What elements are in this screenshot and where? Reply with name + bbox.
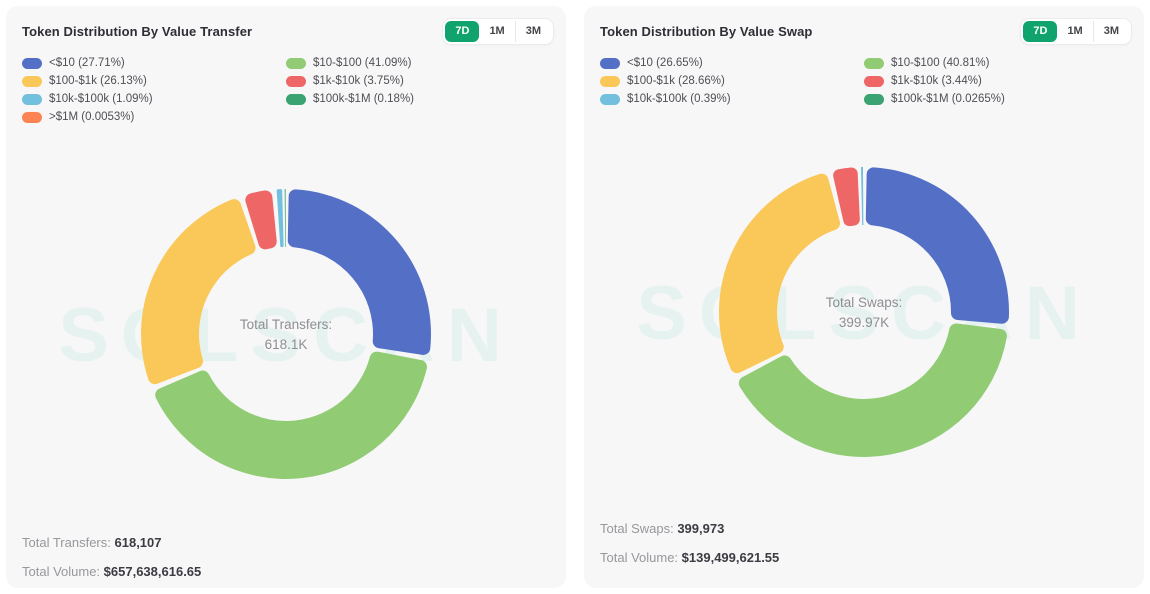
transfer-distribution-card: SOLSCAN Token Distribution By Value Tran… bbox=[6, 6, 566, 588]
legend-swatch-icon bbox=[286, 76, 306, 87]
legend-label: <$10 (27.71%) bbox=[49, 57, 125, 69]
legend-swatch-icon bbox=[600, 58, 620, 69]
legend-swatch-icon bbox=[22, 112, 42, 123]
legend-item[interactable]: $1k-$10k (3.44%) bbox=[864, 75, 1128, 88]
donut-slice[interactable] bbox=[860, 167, 864, 226]
range-1m-button[interactable]: 1M bbox=[479, 21, 514, 42]
chart-legend: <$10 (27.71%) $10-$100 (41.09%) $100-$1k (… bbox=[22, 57, 550, 124]
stat-value: $139,499,621.55 bbox=[681, 550, 780, 565]
card-stats: Total Swaps: 399,973 Total Volume: $139,… bbox=[600, 514, 779, 572]
legend-label: $100-$1k (28.66%) bbox=[627, 75, 725, 87]
donut-chart bbox=[141, 189, 431, 479]
legend-label: $100k-$1M (0.18%) bbox=[313, 93, 414, 105]
legend-swatch-icon bbox=[22, 76, 42, 87]
stat-label: Total Volume: bbox=[600, 550, 679, 565]
stat-label: Total Transfers: bbox=[22, 535, 111, 550]
legend-swatch-icon bbox=[864, 58, 884, 69]
range-1m-button[interactable]: 1M bbox=[1057, 21, 1092, 42]
card-header: Token Distribution By Value Swap 7D 1M 3… bbox=[584, 6, 1144, 45]
donut-slice[interactable] bbox=[865, 167, 1009, 324]
stat-row: Total Volume: $139,499,621.55 bbox=[600, 543, 779, 572]
donut-slice[interactable] bbox=[719, 173, 841, 374]
legend-item[interactable]: $100k-$1M (0.18%) bbox=[286, 93, 550, 106]
stat-value: 618,107 bbox=[114, 535, 162, 550]
legend-label: $10-$100 (40.81%) bbox=[891, 57, 990, 69]
card-stats: Total Transfers: 618,107 Total Volume: $… bbox=[22, 528, 201, 586]
legend-label: $1k-$10k (3.44%) bbox=[891, 75, 982, 87]
legend-swatch-icon bbox=[286, 58, 306, 69]
legend-item[interactable]: $100k-$1M (0.0265%) bbox=[864, 93, 1128, 106]
legend-item[interactable]: <$10 (26.65%) bbox=[600, 57, 864, 70]
page-title: Token Distribution By Value Transfer bbox=[22, 24, 253, 39]
donut-slice[interactable] bbox=[276, 189, 284, 248]
legend-item[interactable]: $1k-$10k (3.75%) bbox=[286, 75, 550, 88]
donut-center-label: Total Transfers: 618.1K bbox=[176, 315, 396, 354]
legend-item[interactable]: $10k-$100k (0.39%) bbox=[600, 93, 864, 106]
center-label-text: Total Transfers: bbox=[239, 317, 333, 332]
legend-item[interactable]: <$10 (27.71%) bbox=[22, 57, 286, 70]
donut-slice[interactable] bbox=[284, 189, 286, 247]
legend-label: $100k-$1M (0.0265%) bbox=[891, 93, 1005, 105]
card-header: Token Distribution By Value Transfer 7D … bbox=[6, 6, 566, 45]
legend-item[interactable]: $10-$100 (40.81%) bbox=[864, 57, 1128, 70]
donut-center-label: Total Swaps: 399.97K bbox=[754, 293, 974, 332]
donut-slice[interactable] bbox=[287, 189, 431, 355]
donut-slice[interactable] bbox=[141, 199, 256, 385]
page-title: Token Distribution By Value Swap bbox=[600, 24, 813, 39]
time-range-toggle: 7D 1M 3M bbox=[1020, 18, 1132, 45]
legend-item[interactable]: $10-$100 (41.09%) bbox=[286, 57, 550, 70]
legend-label: $10k-$100k (1.09%) bbox=[49, 93, 153, 105]
chart-legend: <$10 (26.65%) $10-$100 (40.81%) $100-$1k (… bbox=[600, 57, 1128, 106]
donut-slice[interactable] bbox=[245, 190, 277, 250]
range-3m-button[interactable]: 3M bbox=[1092, 21, 1129, 42]
stat-label: Total Swaps: bbox=[600, 521, 674, 536]
center-label-text: Total Swaps: bbox=[825, 295, 903, 310]
legend-label: $100-$1k (26.13%) bbox=[49, 75, 147, 87]
stat-label: Total Volume: bbox=[22, 564, 101, 579]
legend-swatch-icon bbox=[600, 76, 620, 87]
legend-swatch-icon bbox=[22, 58, 42, 69]
legend-label: $10-$100 (41.09%) bbox=[313, 57, 412, 69]
donut-slice[interactable] bbox=[155, 351, 428, 479]
legend-label: $1k-$10k (3.75%) bbox=[313, 75, 404, 87]
legend-label: $10k-$100k (0.39%) bbox=[627, 93, 731, 105]
legend-swatch-icon bbox=[600, 94, 620, 105]
stat-value: 399,973 bbox=[677, 521, 725, 536]
donut-chart bbox=[719, 167, 1009, 457]
stat-row: Total Transfers: 618,107 bbox=[22, 528, 201, 557]
donut-slice[interactable] bbox=[833, 167, 860, 227]
legend-swatch-icon bbox=[864, 76, 884, 87]
stat-value: $657,638,616.65 bbox=[103, 564, 202, 579]
range-7d-button[interactable]: 7D bbox=[445, 21, 480, 42]
range-3m-button[interactable]: 3M bbox=[514, 21, 551, 42]
legend-label: <$10 (26.65%) bbox=[627, 57, 703, 69]
legend-item[interactable]: >$1M (0.0053%) bbox=[22, 111, 286, 124]
stat-row: Total Swaps: 399,973 bbox=[600, 514, 779, 543]
legend-item[interactable]: $100-$1k (26.13%) bbox=[22, 75, 286, 88]
center-value-text: 618.1K bbox=[264, 336, 308, 352]
legend-swatch-icon bbox=[864, 94, 884, 105]
legend-swatch-icon bbox=[22, 94, 42, 105]
legend-label: >$1M (0.0053%) bbox=[49, 111, 135, 123]
legend-item[interactable]: $10k-$100k (1.09%) bbox=[22, 93, 286, 106]
range-7d-button[interactable]: 7D bbox=[1023, 21, 1058, 42]
legend-swatch-icon bbox=[286, 94, 306, 105]
swap-distribution-card: SOLSCAN Token Distribution By Value Swap… bbox=[584, 6, 1144, 588]
time-range-toggle: 7D 1M 3M bbox=[442, 18, 554, 45]
stat-row: Total Volume: $657,638,616.65 bbox=[22, 557, 201, 586]
center-value-text: 399.97K bbox=[838, 314, 890, 330]
legend-item[interactable]: $100-$1k (28.66%) bbox=[600, 75, 864, 88]
donut-slice[interactable] bbox=[738, 323, 1007, 457]
